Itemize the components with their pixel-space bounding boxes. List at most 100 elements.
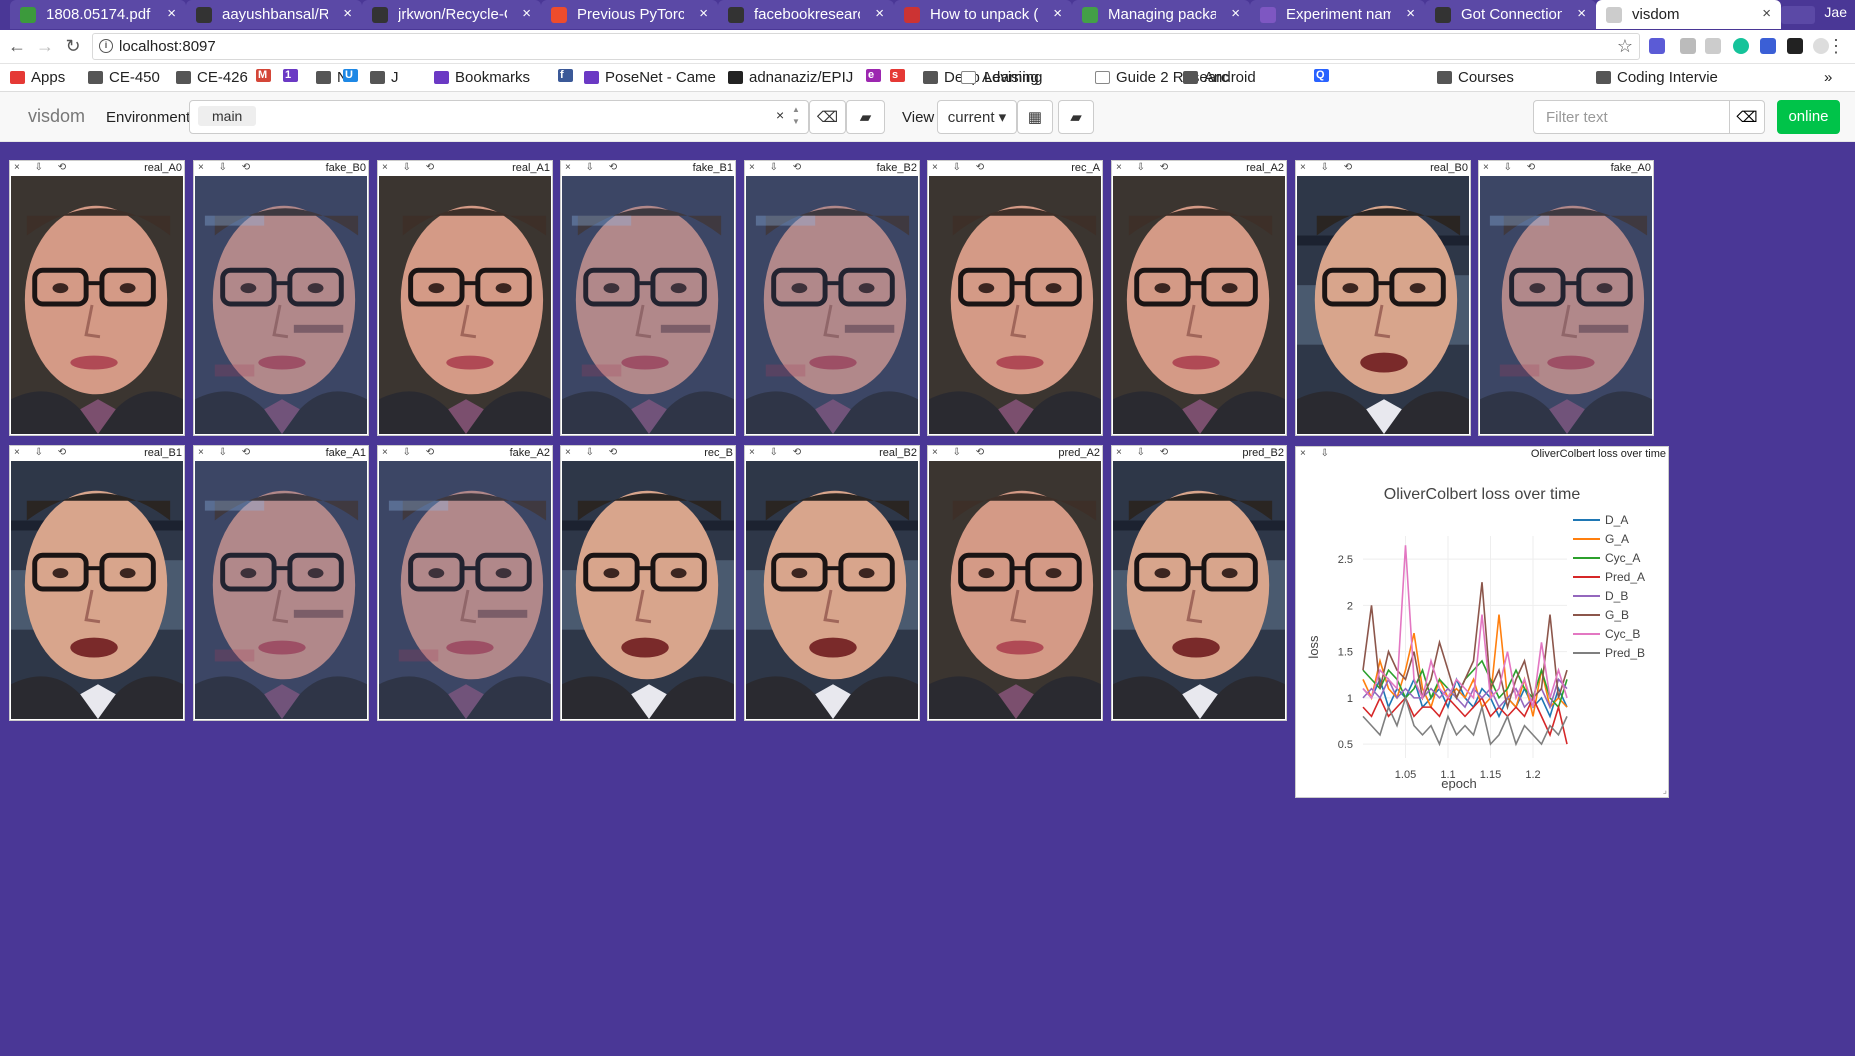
browser-tab[interactable]: Managing packages × (1072, 0, 1250, 29)
bookmark-item[interactable]: Advising (961, 69, 1039, 86)
bookmark-item[interactable]: U (343, 69, 364, 82)
close-tab-icon[interactable]: × (699, 5, 708, 22)
pane-title-bar[interactable]: × ⇩ ⟲ real_B1 (10, 446, 184, 460)
pane-title-bar[interactable]: × ⇩ ⟲ real_B0 (1296, 161, 1470, 175)
close-tab-icon[interactable]: × (343, 5, 352, 22)
extension-icon[interactable] (1705, 38, 1721, 54)
environment-spinner-icon[interactable]: ▲ ▼ (792, 105, 800, 126)
loss-chart[interactable]: OliverColbert loss over time 0.5 1 1.5 2 2.5 1… (1296, 461, 1668, 797)
pane-controls[interactable]: × ⇩ ⟲ (14, 162, 73, 173)
bookmark-item[interactable]: Apps (10, 69, 65, 86)
browser-tab[interactable]: aayushbansal/Recycle-GAN × (186, 0, 362, 29)
grammarly-icon[interactable] (1733, 38, 1749, 54)
image-pane[interactable]: × ⇩ ⟲ real_B0 (1295, 160, 1471, 436)
image-pane[interactable]: × ⇩ ⟲ real_A2 (1111, 160, 1287, 436)
image-pane[interactable]: × ⇩ ⟲ fake_B0 (193, 160, 369, 436)
bookmark-star-icon[interactable]: ☆ (1616, 36, 1633, 56)
browser-tab[interactable]: jrkwon/Recycle-GAN × (362, 0, 541, 29)
pane-controls[interactable]: × ⇩ ⟲ (1116, 162, 1175, 173)
pane-controls[interactable]: × ⇩ ⟲ (1116, 447, 1175, 458)
eraser-icon[interactable]: ⌫ (1729, 100, 1765, 134)
close-tab-icon[interactable]: × (875, 5, 884, 22)
close-tab-icon[interactable]: × (1053, 5, 1062, 22)
menu-icon[interactable]: ⋮ (1827, 36, 1845, 56)
image-pane[interactable]: × ⇩ ⟲ real_B1 (9, 445, 185, 721)
close-tab-icon[interactable]: × (1406, 5, 1415, 22)
pane-controls[interactable]: × ⇩ ⟲ (1300, 162, 1359, 173)
chart-pane[interactable]: × ⇩ OliverColbert loss over time OliverC… (1295, 446, 1669, 798)
pane-controls[interactable]: × ⇩ ⟲ (749, 162, 808, 173)
bookmark-item[interactable]: Courses (1437, 69, 1514, 86)
folder-open-icon[interactable]: ▰ (1058, 100, 1094, 134)
address-bar[interactable]: i localhost:8097 ☆ (92, 33, 1640, 60)
browser-tab[interactable]: visdom × (1596, 0, 1781, 29)
pane-title-bar[interactable]: × ⇩ OliverColbert loss over time (1296, 447, 1668, 461)
bookmark-item[interactable]: Guide 2 Researc (1095, 69, 1229, 86)
profile-name[interactable]: Jae (1824, 4, 1847, 20)
bookmark-item[interactable]: Q (1314, 69, 1335, 82)
pane-controls[interactable]: × ⇩ ⟲ (382, 447, 441, 458)
pane-title-bar[interactable]: × ⇩ ⟲ fake_B1 (561, 161, 735, 175)
image-pane[interactable]: × ⇩ ⟲ real_A0 (9, 160, 185, 436)
pane-controls[interactable]: × ⇩ ⟲ (565, 162, 624, 173)
extension-icon[interactable] (1760, 38, 1776, 54)
pane-title-bar[interactable]: × ⇩ ⟲ fake_A1 (194, 446, 368, 460)
bookmark-item[interactable]: Coding Intervie (1596, 69, 1718, 86)
pane-controls[interactable]: × ⇩ ⟲ (1483, 162, 1542, 173)
image-pane[interactable]: × ⇩ ⟲ real_A1 (377, 160, 553, 436)
image-pane[interactable]: × ⇩ ⟲ fake_B1 (560, 160, 736, 436)
online-status-button[interactable]: online (1777, 100, 1840, 134)
close-tab-icon[interactable]: × (1231, 5, 1240, 22)
browser-tab[interactable]: Got Connection × (1425, 0, 1596, 29)
pane-controls[interactable]: × ⇩ ⟲ (382, 162, 441, 173)
image-pane[interactable]: × ⇩ ⟲ fake_A0 (1478, 160, 1654, 436)
extension-icon[interactable] (1680, 38, 1696, 54)
close-tab-icon[interactable]: × (167, 5, 176, 22)
image-pane[interactable]: × ⇩ ⟲ pred_B2 (1111, 445, 1287, 721)
pane-controls[interactable]: × ⇩ ⟲ (749, 447, 808, 458)
pane-title-bar[interactable]: × ⇩ ⟲ fake_B0 (194, 161, 368, 175)
info-icon[interactable]: i (99, 39, 113, 53)
bookmark-item[interactable]: Android (1183, 69, 1256, 86)
clear-environment-icon[interactable]: × (776, 107, 785, 123)
pane-controls[interactable]: × ⇩ ⟲ (198, 162, 257, 173)
image-pane[interactable]: × ⇩ ⟲ rec_B (560, 445, 736, 721)
bookmark-item[interactable]: f (558, 69, 579, 82)
pane-title-bar[interactable]: × ⇩ ⟲ real_A1 (378, 161, 552, 175)
pane-controls[interactable]: × ⇩ ⟲ (932, 162, 991, 173)
extension-icon[interactable] (1787, 38, 1803, 54)
bookmark-item[interactable]: CE-450 (88, 69, 160, 86)
bookmark-item[interactable]: Bookmarks (434, 69, 530, 86)
pane-title-bar[interactable]: × ⇩ ⟲ rec_B (561, 446, 735, 460)
bookmark-item[interactable]: 1 (283, 69, 304, 82)
new-tab-button[interactable] (1781, 6, 1815, 24)
pane-title-bar[interactable]: × ⇩ ⟲ rec_A (928, 161, 1102, 175)
image-pane[interactable]: × ⇩ ⟲ real_B2 (744, 445, 920, 721)
bookmark-item[interactable]: N (316, 69, 348, 86)
browser-tab[interactable]: Experiment names × (1250, 0, 1425, 29)
image-pane[interactable]: × ⇩ ⟲ pred_A2 (927, 445, 1103, 721)
bookmark-item[interactable]: M (256, 69, 277, 82)
close-tab-icon[interactable]: × (1577, 5, 1586, 22)
view-select[interactable]: current ▾ (937, 100, 1017, 134)
close-tab-icon[interactable]: × (522, 5, 531, 22)
browser-tab[interactable]: How to unpack (× (894, 0, 1072, 29)
pane-controls[interactable]: × ⇩ ⟲ (932, 447, 991, 458)
extension-icon[interactable] (1649, 38, 1665, 54)
pane-title-bar[interactable]: × ⇩ ⟲ pred_B2 (1112, 446, 1286, 460)
grid-icon[interactable]: ▦ (1017, 100, 1053, 134)
image-pane[interactable]: × ⇩ ⟲ fake_A1 (193, 445, 369, 721)
eraser-icon[interactable]: ⌫ (809, 100, 846, 134)
bookmark-item[interactable]: CE-426 (176, 69, 248, 86)
bookmark-item[interactable]: PoseNet - Came (584, 69, 716, 86)
pane-title-bar[interactable]: × ⇩ ⟲ real_A0 (10, 161, 184, 175)
close-tab-icon[interactable]: × (1762, 5, 1771, 22)
pane-controls[interactable]: × ⇩ ⟲ (198, 447, 257, 458)
folder-open-icon[interactable]: ▰ (846, 100, 885, 134)
forward-arrow-icon[interactable]: → (36, 36, 54, 56)
bookmark-item[interactable]: » (1824, 69, 1832, 86)
resize-handle-icon[interactable]: ⌟ (1662, 785, 1667, 795)
pane-title-bar[interactable]: × ⇩ ⟲ pred_A2 (928, 446, 1102, 460)
browser-tab[interactable]: facebookresearch × (718, 0, 894, 29)
bookmark-item[interactable]: J (370, 69, 399, 86)
